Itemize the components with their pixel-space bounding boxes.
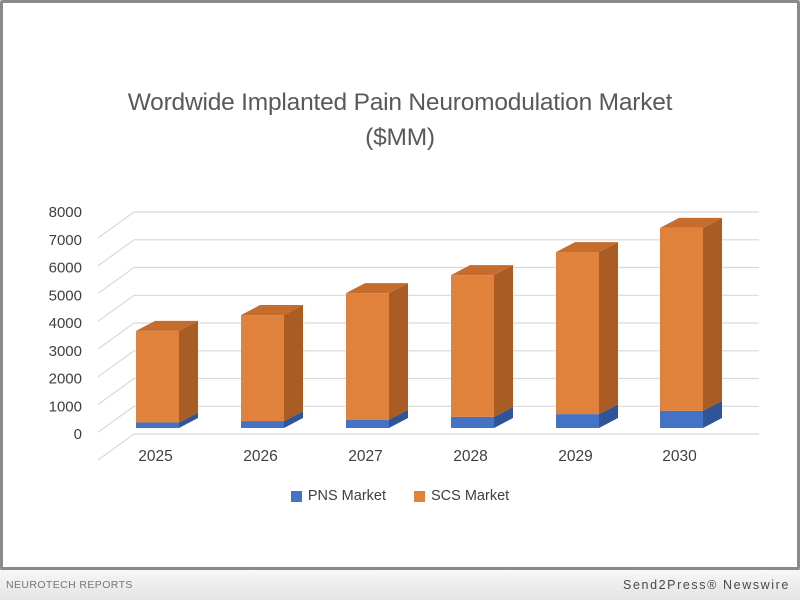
bar-2025-pns-side (179, 412, 198, 428)
gridline-slant-1000 (97, 405, 135, 433)
bar-2026-scs-side (284, 305, 303, 422)
bar-2029-scs-side (599, 242, 618, 415)
xtick-label-2027: 2027 (348, 448, 382, 465)
bar-2025-pns (136, 422, 179, 428)
ytick-label-1000: 1000 (49, 398, 82, 415)
chart-legend: PNS Market SCS Market (3, 488, 797, 504)
bar-2029-scs-top (556, 242, 618, 253)
chart-card: Wordwide Implanted Pain Neuromodulation … (0, 0, 800, 570)
bar-2027-scs-side (389, 283, 408, 420)
xtick-label-2025: 2025 (138, 448, 172, 465)
bar-2030-pns (660, 410, 703, 428)
legend-label-pns: PNS Market (307, 488, 386, 504)
ytick-label-2000: 2000 (49, 371, 82, 388)
ytick-label-0: 0 (74, 426, 82, 443)
ytick-label-8000: 8000 (49, 204, 82, 221)
bar-2030-scs-side (703, 217, 722, 411)
gridline-slant-5000 (97, 294, 135, 322)
footer-source-label: NEUROTECH REPORTS (6, 579, 133, 591)
xtick-label-2030: 2030 (662, 448, 697, 465)
bar-2028-pns-side (494, 406, 513, 428)
bar-2027-pns-side (389, 409, 408, 428)
ytick-label-4000: 4000 (49, 315, 82, 332)
bar-2026-pns (241, 421, 284, 428)
gridline-slant-4000 (97, 322, 135, 350)
legend-swatch-scs (414, 490, 425, 502)
bar-2029-pns-side (599, 404, 618, 428)
gridline-slant-0 (97, 433, 135, 461)
bar-2030-scs (660, 227, 703, 411)
gridline-slant-6000 (97, 267, 135, 294)
ytick-label-3000: 3000 (49, 343, 82, 360)
footer-newswire-label: Send2Press® Newswire (623, 578, 790, 592)
ytick-label-7000: 7000 (49, 232, 82, 249)
ytick-label-6000: 6000 (49, 260, 82, 277)
bar-2026-scs-top (241, 305, 303, 316)
bar-2028-scs (451, 275, 494, 417)
gridline-slant-7000 (97, 239, 135, 267)
bar-2030-pns-side (703, 400, 722, 428)
xtick-label-2026: 2026 (243, 448, 277, 465)
bar-2026-pns-side (284, 411, 303, 428)
legend-label-scs: SCS Market (431, 488, 510, 504)
ytick-label-5000: 5000 (49, 287, 82, 304)
bar-2027-scs (346, 293, 389, 420)
gridline-slant-8000 (97, 211, 135, 239)
gridline-slant-3000 (97, 350, 135, 378)
chart-title-line1: Wordwide Implanted Pain Neuromodulation … (127, 89, 673, 116)
bar-2028-pns (451, 416, 494, 428)
stacked-bar-chart: 0 1000 2000 3000 4000 5000 6000 7000 8000 2025 202… (49, 204, 759, 465)
bar-2029-scs (556, 252, 599, 415)
chart-title: Wordwide Implanted Pain Neuromodulation … (3, 85, 797, 155)
footer-bar: NEUROTECH REPORTS Send2Press® Newswire (0, 570, 800, 600)
xtick-label-2029: 2029 (558, 448, 592, 465)
legend-item-scs: SCS Market (414, 488, 509, 504)
bar-2027-pns (346, 419, 389, 428)
bar-2029-pns (556, 414, 599, 428)
bar-2030-scs-top (660, 217, 722, 228)
gridline-slant-2000 (97, 378, 135, 405)
bar-2025-scs-top (136, 320, 198, 331)
bar-2026-scs (241, 315, 284, 422)
chart-title-line2: ($MM) (365, 124, 435, 151)
bar-2028-scs-side (494, 265, 513, 417)
bar-2027-scs-top (346, 283, 408, 294)
legend-swatch-pns (290, 490, 302, 502)
bar-2025-scs (136, 330, 179, 423)
bar-2028-scs-top (451, 265, 513, 276)
bar-2025-scs-side (179, 320, 198, 423)
legend-item-pns: PNS Market (290, 488, 386, 504)
xtick-label-2028: 2028 (453, 448, 487, 465)
